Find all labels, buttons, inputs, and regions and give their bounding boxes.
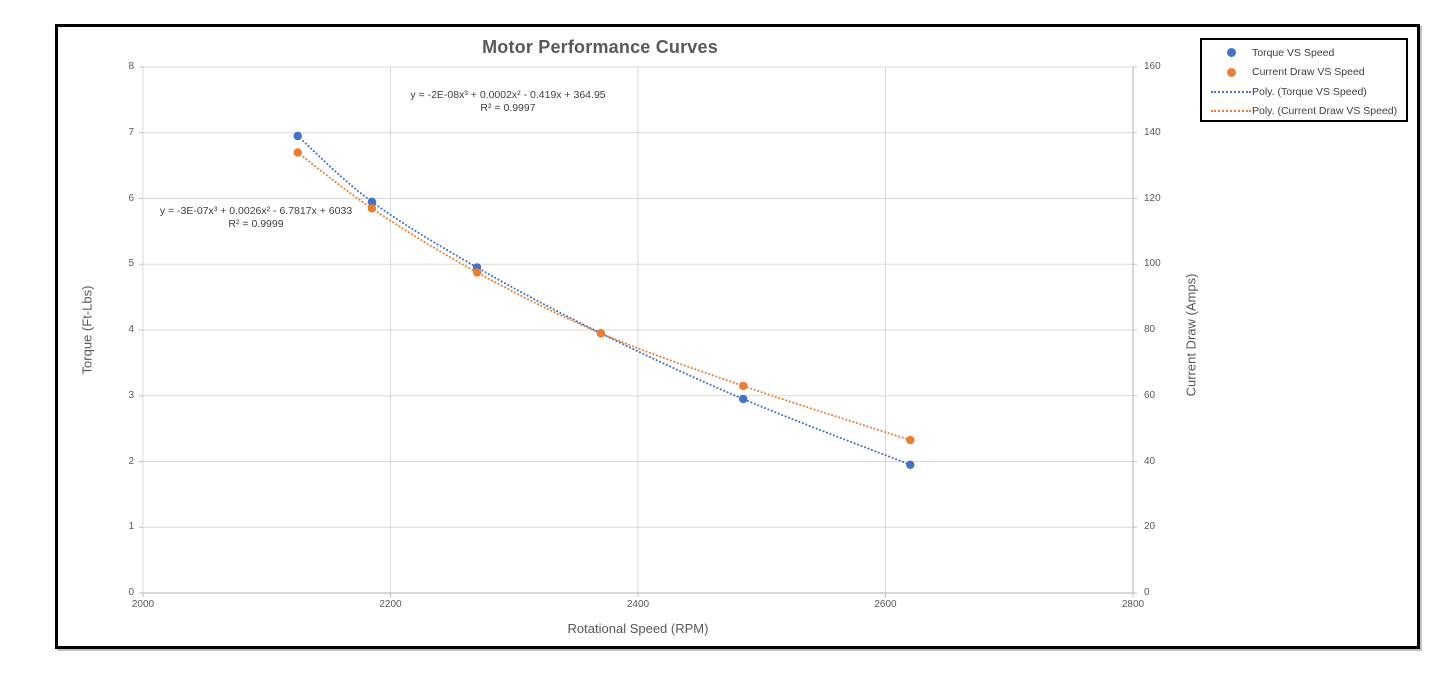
y-axis-left-tick-label: 1 <box>128 521 134 533</box>
y-axis-right-tick-label: 120 <box>1144 192 1161 204</box>
y-axis-left-tick-label: 8 <box>128 61 134 72</box>
data-point-torque <box>906 460 915 469</box>
data-point-current <box>739 381 748 391</box>
y-axis-title-right: Current Draw (Amps) <box>1183 273 1199 397</box>
trendline-equation-current: y = -2E-08x³ + 0.0002x² - 0.419x + 364.9… <box>348 89 668 115</box>
legend-item-label: Current Draw VS Speed <box>1252 66 1365 79</box>
legend: Torque VS Speed Current Draw VS Speed Poly… <box>1200 38 1408 122</box>
data-point-torque <box>739 394 748 404</box>
y-axis-right-tick-label: 0 <box>1144 587 1150 598</box>
y-axis-left-tick-label: 4 <box>128 324 134 335</box>
y-axis-left-tick-label: 3 <box>128 389 134 401</box>
y-axis-left-tick-label: 6 <box>128 192 134 204</box>
y-axis-right-tick-label: 40 <box>1144 455 1156 467</box>
y-axis-left-tick-label: 0 <box>128 587 134 598</box>
legend-marker-dot-icon <box>1210 67 1252 77</box>
legend-item: Poly. (Torque VS Speed) <box>1202 82 1406 102</box>
legend-item-label: Torque VS Speed <box>1252 46 1335 59</box>
y-axis-left-tick-label: 5 <box>128 258 134 270</box>
legend-marker-dot-icon <box>1210 48 1252 58</box>
trendline-equation-torque-r2: R² = 0.9999 <box>228 218 284 230</box>
chart-figure: Motor Performance Curves Torque (Ft-Lbs)… <box>55 24 1420 649</box>
legend-marker <box>1211 110 1251 113</box>
trendline-equation-torque: y = -3E-07x³ + 0.0026x² - 6.7817x + 6033… <box>96 205 416 231</box>
y-axis-left-tick-label: 7 <box>128 126 134 138</box>
y-axis-right-tick-label: 100 <box>1144 258 1161 270</box>
y-axis-left-tick-label: 2 <box>128 455 134 467</box>
y-axis-right-tick-label: 80 <box>1144 324 1156 335</box>
legend-marker-dotted-line-icon <box>1210 110 1252 113</box>
x-axis-title: Rotational Speed (RPM) <box>567 621 709 636</box>
legend-item: Torque VS Speed <box>1202 43 1406 63</box>
chart-title: Motor Performance Curves <box>482 37 718 57</box>
y-axis-right-tick-label: 20 <box>1144 521 1156 533</box>
data-point-torque <box>367 197 377 206</box>
legend-marker <box>1211 90 1251 93</box>
legend-marker-dotted-line-icon <box>1210 90 1252 93</box>
plot-area <box>139 66 1137 597</box>
x-axis-tick-label: 2200 <box>379 599 402 610</box>
trendline-equation-torque-formula: y = -3E-07x³ + 0.0026x² - 6.7817x + 6033 <box>159 205 353 217</box>
legend-marker <box>1226 67 1236 77</box>
y-axis-title-left: Torque (Ft-Lbs) <box>79 285 95 375</box>
data-point-current <box>906 435 915 445</box>
legend-item: Current Draw VS Speed <box>1202 63 1406 83</box>
legend-item-label: Poly. (Current Draw VS Speed) <box>1252 105 1398 118</box>
trendline-current <box>296 151 912 442</box>
legend-marker <box>1226 48 1236 58</box>
y-axis-right-tick-label: 160 <box>1144 61 1161 72</box>
x-axis-tick-label: 2600 <box>874 599 897 610</box>
trendline-equation-current-formula: y = -2E-08x³ + 0.0002x² - 0.419x + 364.9… <box>410 89 606 101</box>
x-axis-tick-label: 2400 <box>626 599 650 610</box>
x-axis-tick-label: 2800 <box>1121 599 1145 610</box>
trendline-equation-current-r2: R² = 0.9997 <box>480 102 536 114</box>
data-point-current <box>293 148 302 157</box>
data-point-current <box>596 329 606 338</box>
legend-item-label: Poly. (Torque VS Speed) <box>1252 85 1367 98</box>
x-axis-tick-label: 2000 <box>131 599 155 610</box>
data-point-torque <box>293 131 302 141</box>
legend-item: Poly. (Current Draw VS Speed) <box>1202 102 1406 122</box>
y-axis-right-tick-label: 140 <box>1144 126 1161 138</box>
data-point-current <box>472 268 482 277</box>
trendline-torque <box>296 135 912 466</box>
y-axis-right-tick-label: 60 <box>1144 389 1156 401</box>
data-point-current <box>367 204 377 213</box>
